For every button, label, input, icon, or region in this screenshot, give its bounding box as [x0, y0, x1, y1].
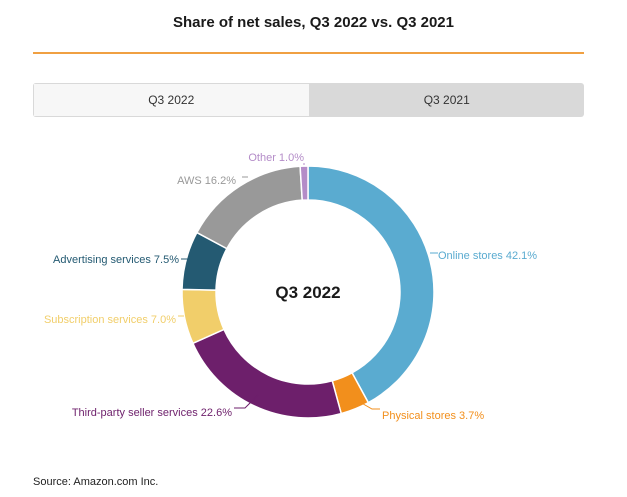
- slice-label-online-stores: Online stores 42.1%: [438, 250, 537, 262]
- slice-label-third-party-seller-services: Third-party seller services 22.6%: [72, 407, 232, 419]
- slice-label-physical-stores: Physical stores 3.7%: [382, 410, 484, 422]
- slice-label-advertising-services: Advertising services 7.5%: [53, 254, 179, 266]
- leader-line-physical-stores: [357, 400, 380, 410]
- slice-third-party-seller-services[interactable]: [191, 328, 343, 419]
- tab-q3-2021[interactable]: Q3 2021: [423, 93, 470, 107]
- chart-title: Share of net sales, Q3 2022 vs. Q3 2021: [172, 14, 454, 31]
- period-tabs: Q3 2022 Q3 2021: [33, 83, 584, 117]
- slice-online-stores[interactable]: [307, 165, 435, 404]
- leader-line-third-party-seller-services: [234, 394, 259, 409]
- slice-label-other: Other 1.0%: [248, 152, 304, 164]
- donut-chart: Online stores 42.1% Physical stores 3.7% T…: [0, 125, 627, 465]
- tab-q3-2022[interactable]: Q3 2022: [33, 83, 310, 117]
- donut-center-label: Q3 2022: [275, 283, 340, 302]
- slice-label-subscription-services: Subscription services 7.0%: [44, 314, 176, 326]
- source-note: Source: Amazon.com Inc.: [33, 476, 159, 488]
- slice-other[interactable]: [299, 165, 309, 201]
- donut-svg: Online stores 42.1% Physical stores 3.7% T…: [44, 152, 537, 422]
- slice-label-aws: AWS 16.2%: [177, 175, 236, 187]
- title-divider: [33, 52, 584, 54]
